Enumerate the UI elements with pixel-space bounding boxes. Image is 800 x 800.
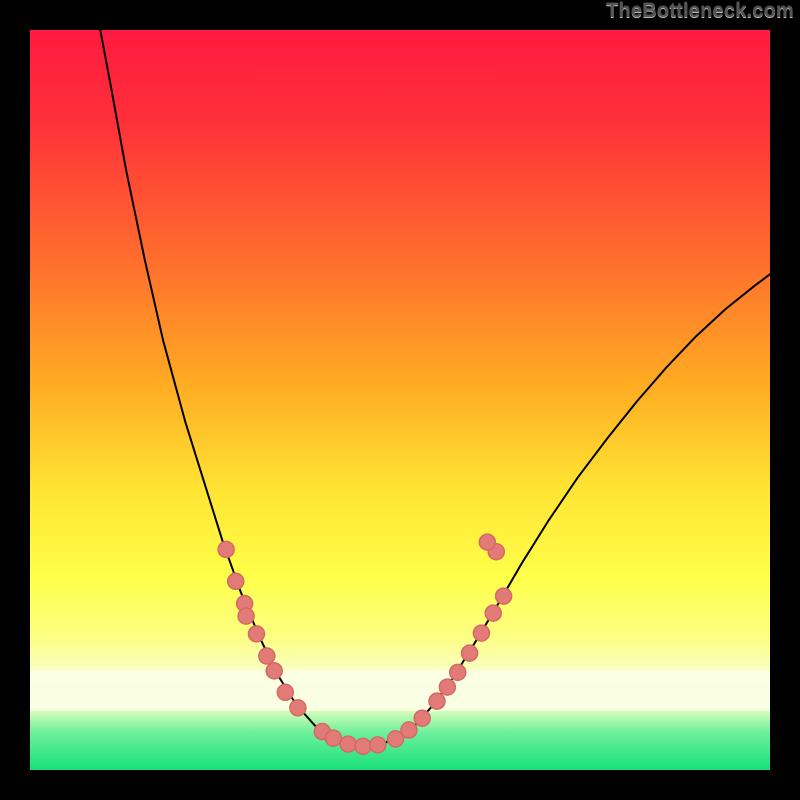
data-dot	[479, 534, 495, 550]
pale-horizontal-band	[30, 670, 770, 711]
gradient-background	[30, 30, 770, 770]
data-dot	[340, 736, 356, 752]
data-dot	[218, 541, 234, 557]
data-dot	[290, 700, 306, 716]
data-dot	[439, 679, 455, 695]
data-dot	[266, 663, 282, 679]
data-dot	[248, 626, 264, 642]
data-dot	[473, 625, 489, 641]
data-dot	[325, 730, 341, 746]
data-dot	[401, 722, 417, 738]
data-dot	[462, 645, 478, 661]
data-dot	[496, 588, 512, 604]
data-dot	[259, 648, 275, 664]
data-dot	[238, 608, 254, 624]
data-dot	[414, 710, 430, 726]
data-dot	[370, 737, 386, 753]
data-dot	[355, 738, 371, 754]
data-dot	[429, 693, 445, 709]
chart-frame: TheBottleneck.com	[0, 0, 800, 800]
data-dot	[277, 684, 293, 700]
plot-svg	[30, 30, 770, 770]
data-dot	[228, 573, 244, 589]
watermark-text: TheBottleneck.com	[606, 0, 794, 23]
data-dot	[485, 605, 501, 621]
plot-area	[30, 30, 770, 770]
data-dot	[450, 664, 466, 680]
